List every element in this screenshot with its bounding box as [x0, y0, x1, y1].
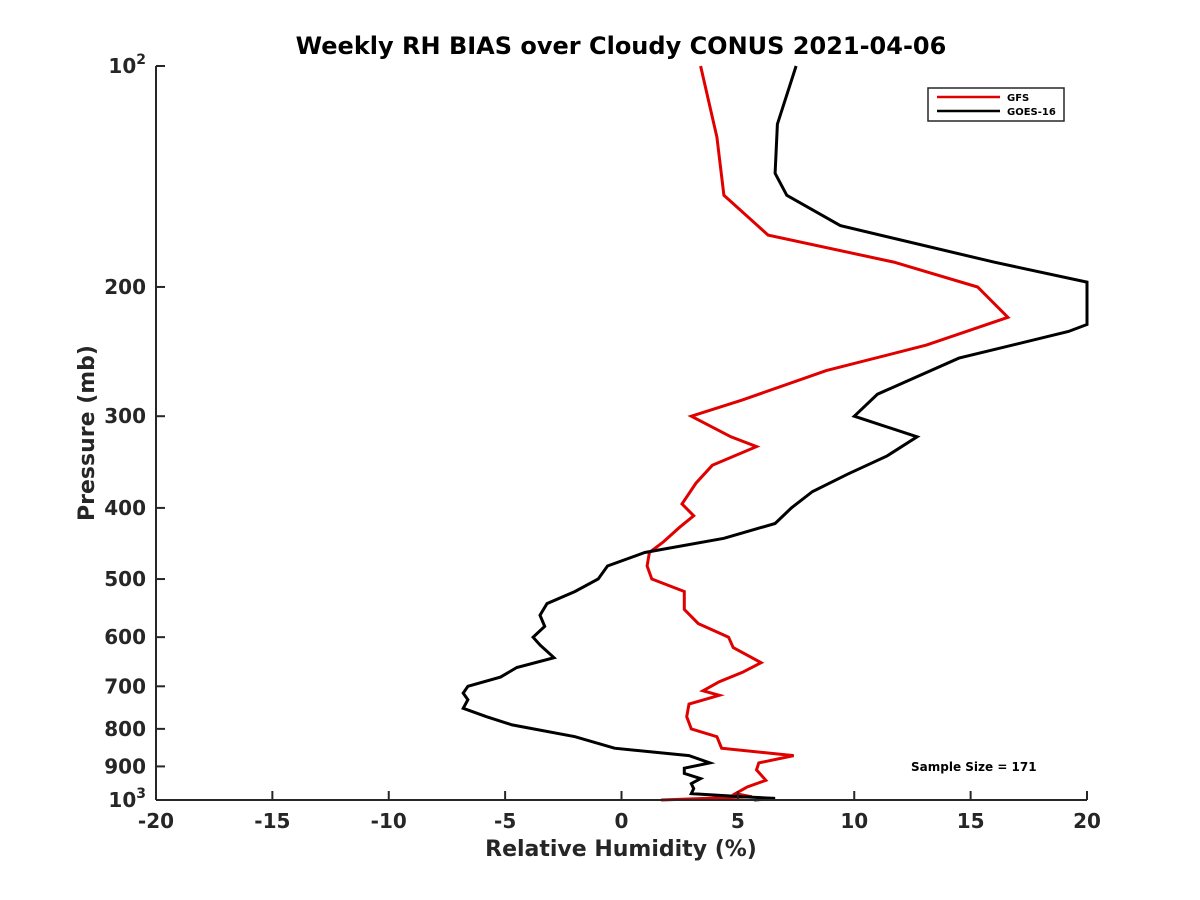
x-tick-label: -15 [254, 809, 290, 833]
x-tick-label: -10 [371, 809, 407, 833]
legend: GFS GOES-16 [927, 87, 1065, 122]
x-tick-label: 5 [731, 809, 745, 833]
x-tick-label: 15 [957, 809, 985, 833]
y-tick-label: 200 [104, 275, 146, 299]
x-tick-label: -5 [494, 809, 516, 833]
plot-series-group [461, 65, 1089, 802]
series-line-gfs [645, 65, 1011, 802]
x-tick-group: -20 -15 -10 -5 0 5 10 15 20 [138, 791, 1101, 833]
y-tick-label: 800 [104, 717, 146, 741]
x-tick-label: 20 [1073, 809, 1101, 833]
y-tick-label: 700 [104, 674, 146, 698]
y-tick-label: 102 [108, 52, 146, 78]
y-tick-label: 600 [104, 625, 146, 649]
x-axis-label: Relative Humidity (%) [485, 837, 757, 862]
legend-label-gfs: GFS [1007, 93, 1029, 104]
legend-label-goes16: GOES-16 [1007, 107, 1056, 118]
y-tick-label: 400 [104, 496, 146, 520]
series-line-goes16 [461, 65, 1089, 802]
plot-axes [155, 66, 1087, 801]
y-axis-label: Pressure (mb) [75, 345, 100, 521]
chart-title: Weekly RH BIAS over Cloudy CONUS 2021-04… [296, 32, 947, 60]
y-tick-label: 900 [104, 754, 146, 778]
y-tick-label: 500 [104, 567, 146, 591]
sample-size-annotation: Sample Size = 171 [911, 760, 1037, 774]
x-tick-label: 0 [615, 809, 629, 833]
x-tick-label: -20 [138, 809, 174, 833]
y-tick-label: 300 [104, 404, 146, 428]
legend-box [927, 87, 1065, 122]
x-tick-label: 10 [840, 809, 868, 833]
